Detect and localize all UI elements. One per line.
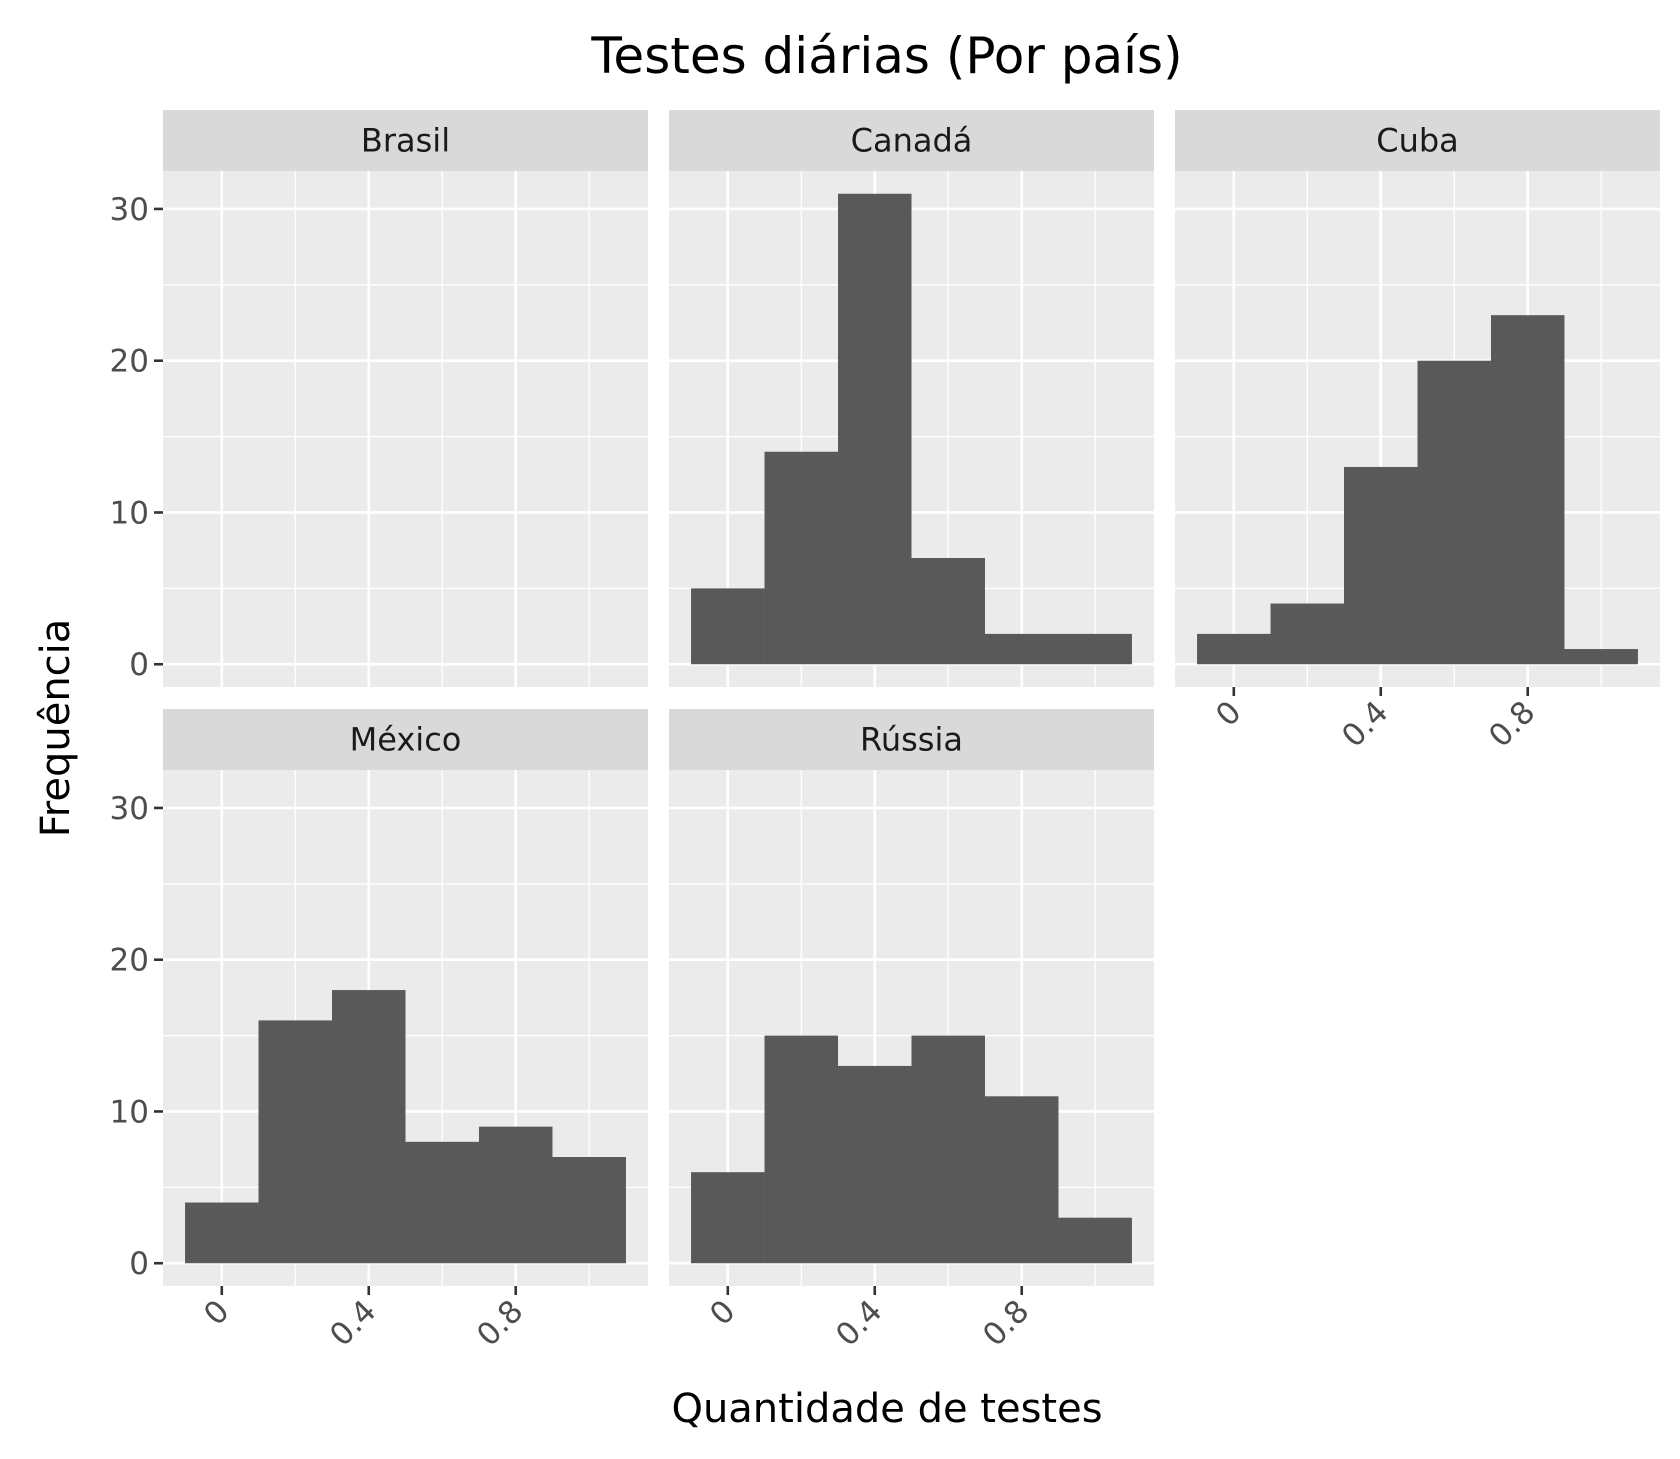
histogram-bar	[984, 1096, 1059, 1264]
facet-strip-label: Rússia	[860, 721, 963, 759]
histogram-bar	[405, 1141, 479, 1264]
histogram-bar	[764, 1035, 839, 1264]
facet-strip-label: Canadá	[851, 122, 973, 160]
histogram-bar	[258, 1020, 333, 1264]
facet-russia: Rússia 0 0.4 0.8	[669, 709, 1154, 1354]
facet-strip-label: Cuba	[1376, 122, 1459, 160]
histogram-bar	[984, 633, 1059, 665]
y-tick-label: 0	[129, 647, 149, 683]
facet-canada: Canadá	[669, 110, 1154, 687]
facet-strip-label: Brasil	[361, 122, 450, 160]
facet-panels: Brasil 0 10 20 30 Canadá Cuba 0 0.4 0.8 México 0 10 2…	[110, 110, 1660, 1354]
x-tick-label: 0.8	[976, 1293, 1036, 1353]
y-tick-label: 20	[110, 943, 149, 979]
histogram-bar	[478, 1126, 553, 1264]
y-tick-label: 30	[110, 192, 149, 228]
x-tick-label: 0.4	[829, 1293, 889, 1353]
histogram-bar	[332, 990, 406, 1264]
histogram-bar	[1058, 633, 1132, 665]
facet-brasil: Brasil 0 10 20 30	[110, 110, 648, 687]
y-tick-label: 0	[129, 1246, 149, 1282]
y-tick-label: 10	[110, 495, 149, 531]
x-tick-label: 0	[1209, 694, 1248, 733]
histogram-bar	[185, 1202, 259, 1264]
chart-title: Testes diárias (Por país)	[590, 27, 1182, 85]
x-tick-label: 0	[197, 1293, 236, 1332]
facet-cuba: Cuba 0 0.4 0.8	[1175, 110, 1660, 755]
histogram-bar	[1344, 466, 1418, 665]
histogram-bar	[691, 1172, 765, 1264]
facet-strip	[1175, 110, 1660, 171]
x-tick-label: 0.4	[1335, 694, 1395, 754]
histogram-bar	[911, 558, 985, 665]
histogram-bar	[1058, 1217, 1132, 1264]
facet-mexico: México 0 10 20 30 0 0.4 0.8	[110, 709, 648, 1354]
panel-background	[163, 171, 648, 687]
histogram-bar	[691, 588, 765, 665]
facet-strip	[163, 709, 648, 770]
x-tick-label: 0.8	[1482, 694, 1542, 754]
histogram-bar	[552, 1157, 626, 1264]
y-tick-label: 20	[110, 344, 149, 380]
histogram-bar	[838, 1065, 912, 1264]
histogram-bar	[1564, 649, 1638, 665]
histogram-bar	[838, 193, 912, 665]
facet-strip	[163, 110, 648, 171]
x-axis-title: Quantidade de testes	[671, 1386, 1102, 1432]
histogram-bar	[1197, 633, 1271, 665]
histogram-bar	[764, 451, 839, 665]
histogram-bar	[1270, 603, 1345, 665]
histogram-bar	[1490, 315, 1565, 665]
facet-strip	[669, 709, 1154, 770]
x-tick-label: 0.4	[323, 1293, 383, 1353]
histogram-bar	[911, 1035, 985, 1264]
histogram-bar	[1417, 360, 1491, 665]
facet-strip	[669, 110, 1154, 171]
x-tick-label: 0.8	[470, 1293, 530, 1353]
x-tick-label: 0	[703, 1293, 742, 1332]
facet-strip-label: México	[350, 721, 462, 759]
y-axis-title: Frequência	[33, 619, 79, 838]
y-tick-label: 10	[110, 1094, 149, 1130]
y-tick-label: 30	[110, 791, 149, 827]
